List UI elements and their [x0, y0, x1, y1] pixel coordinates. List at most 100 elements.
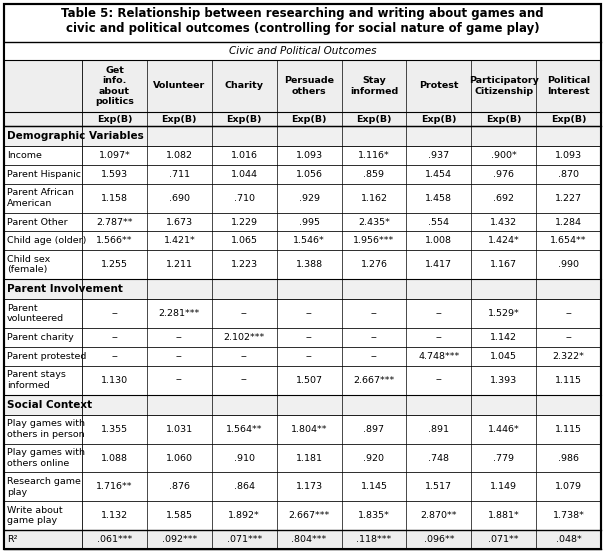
Text: .995: .995: [298, 217, 319, 227]
Text: 1.115: 1.115: [555, 375, 582, 384]
Bar: [4, 530, 601, 549]
Text: Table 5: Relationship between researching and writing about games and
civic and : Table 5: Relationship between researchin…: [61, 7, 544, 35]
Text: 1.393: 1.393: [490, 375, 517, 384]
Text: Play games with
others in person: Play games with others in person: [7, 420, 85, 439]
Text: Parent Involvement: Parent Involvement: [7, 284, 123, 294]
Text: .711: .711: [169, 170, 190, 179]
Text: .061***: .061***: [97, 535, 132, 544]
Text: 1.804**: 1.804**: [291, 425, 327, 434]
Text: R²: R²: [7, 535, 18, 544]
Text: 1.881*: 1.881*: [488, 512, 520, 520]
Text: 1.255: 1.255: [101, 260, 128, 269]
Bar: [4, 394, 601, 415]
Text: 1.458: 1.458: [425, 194, 453, 203]
Bar: [4, 60, 601, 112]
Text: .897: .897: [364, 425, 384, 434]
Text: Parent
volunteered: Parent volunteered: [7, 304, 64, 324]
Text: 1.088: 1.088: [101, 453, 128, 462]
Text: 1.507: 1.507: [296, 375, 322, 384]
Text: 2.435*: 2.435*: [358, 217, 390, 227]
Text: Exp(B): Exp(B): [356, 114, 391, 123]
Text: 1.008: 1.008: [425, 236, 453, 246]
Text: 1.716**: 1.716**: [96, 482, 132, 492]
Text: Volunteer: Volunteer: [153, 81, 206, 91]
Text: --: --: [111, 333, 118, 342]
Text: .870: .870: [558, 170, 579, 179]
Text: Persuade
others: Persuade others: [284, 76, 334, 96]
Text: 1.158: 1.158: [101, 194, 128, 203]
Text: .048*: .048*: [555, 535, 581, 544]
Text: 1.738*: 1.738*: [552, 512, 584, 520]
Text: Parent Hispanic: Parent Hispanic: [7, 170, 81, 179]
Text: --: --: [241, 309, 247, 318]
Text: 1.388: 1.388: [295, 260, 322, 269]
Text: Civic and Political Outcomes: Civic and Political Outcomes: [229, 46, 376, 56]
Text: Demographic Variables: Demographic Variables: [7, 131, 144, 141]
Text: 1.355: 1.355: [101, 425, 128, 434]
Text: 1.093: 1.093: [555, 151, 582, 160]
Text: 1.115: 1.115: [555, 425, 582, 434]
Text: .071**: .071**: [488, 535, 519, 544]
Text: 1.432: 1.432: [490, 217, 517, 227]
Text: 1.132: 1.132: [101, 512, 128, 520]
Text: 2.322*: 2.322*: [552, 352, 584, 361]
Text: .986: .986: [558, 453, 579, 462]
Text: 2.787**: 2.787**: [96, 217, 132, 227]
Text: 1.229: 1.229: [231, 217, 258, 227]
Text: .910: .910: [234, 453, 255, 462]
Text: --: --: [565, 309, 572, 318]
Text: 2.870**: 2.870**: [420, 512, 457, 520]
Text: --: --: [370, 352, 378, 361]
Text: 1.162: 1.162: [361, 194, 387, 203]
Bar: [4, 112, 601, 126]
Text: 1.566**: 1.566**: [96, 236, 132, 246]
Text: 1.016: 1.016: [231, 151, 258, 160]
Text: 1.060: 1.060: [166, 453, 193, 462]
Text: Parent stays
informed: Parent stays informed: [7, 371, 66, 390]
Text: --: --: [436, 333, 442, 342]
Text: Research game
play: Research game play: [7, 477, 81, 497]
Text: .859: .859: [364, 170, 384, 179]
Text: Child sex
(female): Child sex (female): [7, 255, 50, 274]
Bar: [4, 279, 601, 299]
Text: .779: .779: [493, 453, 514, 462]
Text: --: --: [565, 333, 572, 342]
Text: --: --: [436, 309, 442, 318]
Text: 1.181: 1.181: [296, 453, 322, 462]
Text: 1.835*: 1.835*: [358, 512, 390, 520]
Text: .748: .748: [428, 453, 450, 462]
Text: 1.079: 1.079: [555, 482, 582, 492]
Text: Exp(B): Exp(B): [162, 114, 197, 123]
Text: 1.284: 1.284: [555, 217, 582, 227]
Text: 1.130: 1.130: [101, 375, 128, 384]
Text: 1.093: 1.093: [295, 151, 322, 160]
Text: 1.673: 1.673: [166, 217, 193, 227]
Text: .071***: .071***: [226, 535, 262, 544]
Text: 2.281***: 2.281***: [159, 309, 200, 318]
Bar: [4, 42, 601, 60]
Text: 1.564**: 1.564**: [226, 425, 263, 434]
Text: 1.892*: 1.892*: [228, 512, 260, 520]
Text: 1.031: 1.031: [166, 425, 193, 434]
Text: Exp(B): Exp(B): [97, 114, 132, 123]
Bar: [4, 126, 601, 146]
Text: 1.227: 1.227: [555, 194, 582, 203]
Text: --: --: [176, 333, 183, 342]
Text: Income: Income: [7, 151, 42, 160]
Text: 1.276: 1.276: [361, 260, 387, 269]
Text: .118***: .118***: [356, 535, 391, 544]
Text: .554: .554: [428, 217, 450, 227]
Text: Participatory
Citizenship: Participatory Citizenship: [469, 76, 538, 96]
Text: Exp(B): Exp(B): [486, 114, 522, 123]
Text: Parent charity: Parent charity: [7, 333, 74, 342]
Text: Protest: Protest: [419, 81, 459, 91]
Text: Stay
informed: Stay informed: [350, 76, 398, 96]
Text: Parent Other: Parent Other: [7, 217, 68, 227]
Text: .976: .976: [493, 170, 514, 179]
Text: --: --: [436, 375, 442, 384]
Text: .864: .864: [234, 482, 255, 492]
Text: Political
Interest: Political Interest: [547, 76, 590, 96]
Text: 1.585: 1.585: [166, 512, 193, 520]
Text: .891: .891: [428, 425, 450, 434]
Text: 4.748***: 4.748***: [418, 352, 459, 361]
